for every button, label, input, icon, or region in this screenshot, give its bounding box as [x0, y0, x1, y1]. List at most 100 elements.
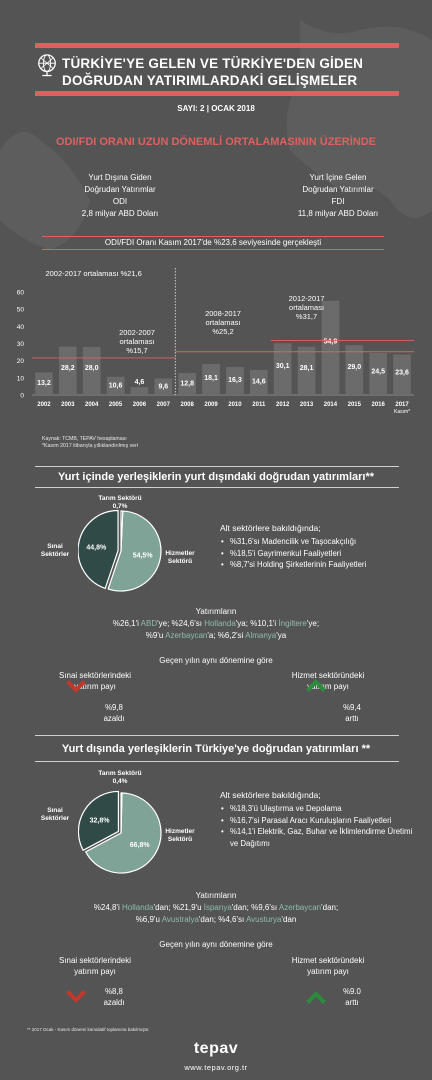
country-name: Azerbaycan: [165, 631, 208, 640]
odi-line-1: Yurt Dışına Giden: [88, 173, 152, 182]
bar-value-label: 10,6: [109, 382, 123, 389]
s2-sinai-name-1: Sınai: [47, 807, 63, 814]
source-line-1: Kaynak: TCMB, TEPAV hesaplaması: [42, 436, 127, 442]
list-item: %31,6'sı Madencilik ve Taşocakçılığı: [220, 536, 420, 548]
section2-title: Yurt dışında yerleşiklerin Türkiye'ye do…: [61, 743, 371, 755]
bar-value-label: 28,2: [61, 365, 75, 372]
s1-right-title: Hizmet sektöründeki yatırım payı: [268, 670, 388, 692]
s1-hizmet-name-1: Hizmetler: [165, 550, 195, 557]
s1-sub-heading: Alt sektörlere bakıldığında;: [220, 523, 321, 533]
y-tick-label: 30: [17, 341, 25, 348]
x-tick-label: 2003: [61, 402, 75, 408]
s1-invest: Yatırımların %26,1'i ABD'ye; %24,6'sı Ho…: [0, 606, 432, 642]
average-label: %25,2: [212, 327, 233, 336]
section1-title: Yurt içinde yerleşiklerin yurt dışındaki…: [57, 471, 375, 483]
title-line-1: TÜRKİYE'YE GELEN VE TÜRKİYE'DEN GİDEN: [62, 56, 364, 71]
bar-value-label: 14,6: [252, 378, 266, 385]
country-name: Almanya: [245, 631, 277, 640]
x-tick-label: 2012: [276, 402, 290, 408]
bar: [226, 367, 244, 395]
s2-invest-line-2: %6,9'u Avustralya'dan; %4,6'sı Avusturya…: [0, 914, 432, 926]
s2-hizmet-name-2: Sektörü: [167, 836, 193, 843]
average-label: 2008-2017: [205, 309, 241, 318]
title-line-2: DOĞRUDAN YATIRIMLARDAKİ GELİŞMELER: [62, 73, 358, 88]
s1-sinai-label: Sınai Sektörler: [36, 543, 74, 559]
pie-slice-label: 54,5%: [133, 553, 154, 560]
s2-left-title-1: Sınai sektörlerindeki: [58, 956, 132, 965]
bar: [130, 387, 149, 395]
average-label: %15,7: [126, 346, 147, 355]
s1-tarim-value: 0,7%: [112, 503, 128, 510]
bar-value-label: 9,6: [158, 383, 168, 390]
list-item: %8,7'si Holding Şirketlerinin Faaliyetle…: [220, 559, 420, 571]
s1-subsectors: Alt sektörlere bakıldığında; %31,6'sı Ma…: [220, 522, 420, 571]
pie-slice-label: 32,8%: [90, 818, 111, 825]
page-title: TÜRKİYE'YE GELEN VE TÜRKİYE'DEN GİDEN DO…: [62, 55, 402, 89]
x-tick-label: 2005: [109, 402, 123, 408]
bar: [273, 343, 292, 395]
odi-line-3: ODI: [112, 197, 128, 206]
s1-sector-pie: 44,8% 54,5%: [78, 509, 162, 592]
website-url[interactable]: www.tepav.org.tr: [184, 1063, 248, 1072]
bar-value-label: 18,1: [204, 375, 218, 382]
pie-slice: [120, 510, 124, 552]
fdi-stat: Yurt İçine Gelen Doğrudan Yatırımlar FDI…: [238, 172, 432, 220]
s2-left-value-2: azaldı: [103, 998, 125, 1007]
bar-value-label: 28,0: [85, 365, 99, 372]
average-label: ortalaması: [205, 318, 240, 327]
s1-right-value-1: %9,4: [343, 703, 361, 712]
s1-tarim-label: Tarım Sektörü 0,7%: [84, 495, 156, 511]
headline: ODI/FDI ORANI UZUN DÖNEMLİ ORTALAMASININ…: [55, 136, 376, 148]
s2-right-value-1: %9.0: [343, 987, 361, 996]
s1-left-title: Sınai sektörlerindeki yatırım payı: [35, 670, 155, 692]
y-tick-label: 20: [17, 358, 25, 365]
text-run: 'ye; %24,6'sı: [157, 619, 205, 628]
odi-fdi-chart: 0 10 20 30 40 50 60 13,2 28,2 28,0 10,6 4,6 9,6 12,8 1…: [17, 268, 414, 415]
text-run: 'dan; %21,9'u: [153, 903, 204, 912]
country-name: İngiltere: [278, 619, 307, 628]
y-tick-label: 60: [17, 290, 25, 297]
source-line-2: *Kasım 2017 itibarıyla yıllıklandırılmış…: [42, 442, 139, 449]
brand-logo: tepav: [193, 1040, 239, 1057]
s2-compare-heading: Geçen yılın aynı dönemine göre: [159, 940, 273, 949]
s1-right-title-2: yatırım payı: [307, 682, 349, 691]
list-item: %18,3'ü Ulaştırma ve Depolama: [220, 803, 420, 815]
text-run: 'ya; %10,1'i: [235, 619, 279, 628]
s2-left-title-2: yatırım payı: [74, 967, 116, 976]
bar: [106, 376, 125, 395]
s2-invest-heading: Yatırımların: [195, 891, 237, 900]
s1-sinai-name-1: Sınai: [47, 543, 63, 550]
x-tick-label: 2016: [372, 402, 386, 408]
pie-slice: [120, 792, 123, 834]
s2-hizmet-label: Hizmetler Sektörü: [158, 828, 202, 844]
s1-left-title-1: Sınai sektörlerindeki: [58, 671, 132, 680]
s2-left-value: %8,8 azaldı: [94, 986, 134, 1008]
bar-value-label: 4,6: [135, 379, 145, 386]
s1-right-value-2: arttı: [345, 714, 359, 723]
footnote: ** 2017 Ocak - Kasım dönemi kümülatif to…: [27, 1027, 150, 1032]
x-tick-label: 2010: [228, 402, 242, 408]
arrow-down-icon: [66, 680, 86, 693]
average-label: 2002-2007: [119, 328, 155, 337]
fdi-line-2: Doğrudan Yatırımlar: [302, 185, 374, 194]
s1-left-value-2: azaldı: [103, 714, 125, 723]
x-tick-label: 2008: [181, 402, 195, 408]
bar-value-label: 16,3: [228, 377, 242, 384]
bar-value-label: 13,2: [37, 380, 51, 387]
fdi-line-1: Yurt İçine Gelen: [309, 173, 367, 182]
s2-invest-line-1: %24,8'i Hollanda'dan; %21,9'u İspanya'da…: [0, 902, 432, 914]
text-run: %6,9'u: [135, 915, 162, 924]
s1-left-value: %9,8 azaldı: [94, 702, 134, 724]
s2-hizmet-name-1: Hizmetler: [165, 828, 195, 835]
s2-tarim-label: Tarım Sektörü 0,4%: [84, 770, 156, 786]
average-label: ortalaması: [120, 337, 155, 346]
bar: [202, 363, 220, 395]
s2-right-title-1: Hizmet sektöründeki: [291, 956, 365, 965]
s2-tarim-value: 0,4%: [112, 778, 128, 785]
text-run: 'dan;: [321, 903, 339, 912]
text-run: 'ya: [276, 631, 287, 640]
s1-invest-heading: Yatırımların: [195, 607, 237, 616]
pie-slice: [107, 510, 162, 592]
y-tick-label: 40: [17, 324, 25, 331]
s1-left-title-2: yatırım payı: [74, 682, 116, 691]
